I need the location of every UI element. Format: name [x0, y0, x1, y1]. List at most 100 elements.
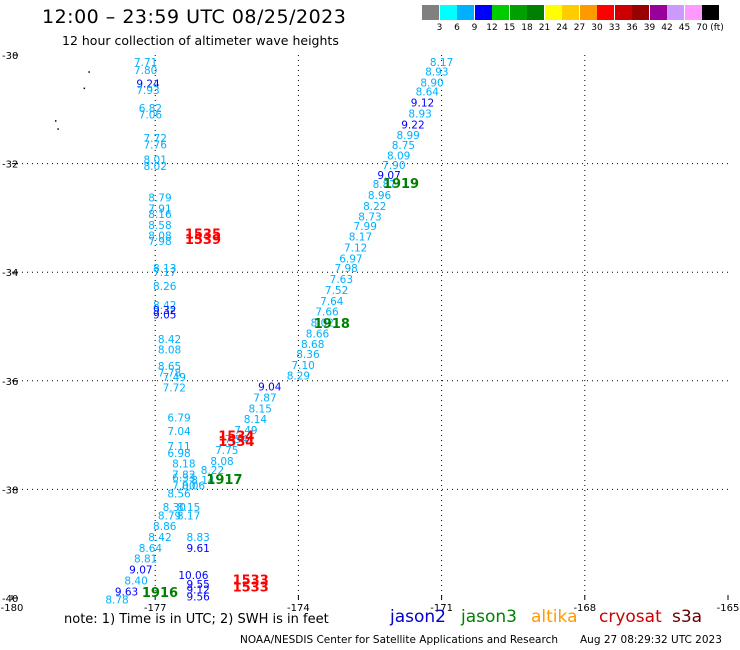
colorbar-label: 45	[678, 23, 691, 33]
wave-height-label: 8.08	[158, 345, 181, 357]
land-dot	[57, 128, 59, 130]
colorbar-cell	[597, 5, 614, 20]
wave-height-label: 6.97	[339, 253, 362, 265]
wave-height-label: 8.02	[311, 318, 334, 330]
wave-height-label: 6.98	[167, 448, 190, 460]
wave-height-label: 7.78	[158, 367, 181, 379]
colorbar-cell	[667, 5, 684, 20]
wave-height-label: 7.90	[382, 160, 405, 172]
wave-height-label: 8.42	[148, 532, 171, 544]
wave-height-label: 8.99	[396, 130, 419, 142]
wave-height-label: 7.04	[167, 426, 191, 438]
track-time-label: 1539	[185, 233, 221, 248]
x-tick-label: -168	[573, 603, 596, 614]
wave-height-label: 6.82	[139, 103, 162, 115]
colorbar-label: 36	[626, 23, 638, 33]
wave-height-label: 9.56	[186, 592, 210, 604]
colorbar-cell	[457, 5, 474, 20]
wave-height-label: 7.93	[136, 85, 159, 97]
land-dot	[54, 120, 57, 122]
colorbar-label: 9	[471, 23, 478, 33]
wave-height-label: 8.14	[244, 414, 268, 426]
wave-height-label: 9.22	[401, 119, 424, 131]
colorbar-cell	[632, 5, 649, 20]
wave-height-label: 8.17	[177, 510, 200, 522]
wave-height-label: 8.08	[210, 456, 233, 468]
colorbar-cell	[492, 5, 509, 20]
wave-height-label: 7.49	[234, 425, 257, 437]
satellite-legend-jason2: jason2	[390, 607, 446, 627]
colorbar-label: 39	[643, 23, 656, 33]
wave-height-label: 7.99	[354, 221, 377, 233]
x-tick-label: -180	[1, 603, 24, 614]
wave-height-label: 8.42	[153, 300, 176, 312]
wave-height-label: 8.73	[358, 212, 381, 224]
x-tick-label: -177	[144, 603, 167, 614]
wave-height-label: 8.15	[177, 502, 200, 514]
wave-height-label: 8.36	[296, 349, 320, 361]
wave-height-label: 8.96	[368, 190, 392, 202]
colorbar-cell	[562, 5, 579, 20]
wave-height-label: 8.42	[158, 334, 181, 346]
wave-height-label: 7.17	[153, 267, 176, 279]
wave-height-label: 7.82	[172, 470, 195, 482]
wave-height-label: 9.32	[153, 305, 176, 317]
wave-height-label: 7.64	[320, 296, 344, 308]
wave-height-label: 8.65	[158, 361, 181, 373]
page-title: 12:00 – 23:59 UTC 08/25/2023	[42, 6, 347, 28]
wave-height-label: 8.56	[167, 489, 191, 501]
wave-height-label: 8.83	[186, 532, 209, 544]
wave-height-label: 8.58	[148, 220, 171, 232]
y-tick-label: -36	[2, 377, 18, 388]
colorbar-label: 3	[436, 23, 443, 33]
wave-height-label: 6.33	[172, 472, 195, 484]
colorbar-cell	[544, 5, 562, 20]
satellite-legend-altika: altika	[531, 607, 578, 627]
wave-height-label: 9.24	[136, 79, 160, 91]
wave-height-label: 7.52	[325, 285, 348, 297]
wave-height-label: 8.79	[158, 510, 181, 522]
colorbar-label: 30	[591, 23, 603, 33]
y-tick-label: -38	[2, 485, 18, 496]
wave-height-label: 8.93	[425, 67, 448, 79]
land-dot	[83, 87, 86, 90]
satellite-legend-cryosat: cryosat	[599, 607, 662, 627]
colorbar-label: 18	[521, 23, 533, 33]
colorbar-cell	[579, 5, 597, 20]
track-time-label: 1534	[218, 435, 254, 450]
wave-height-label: 8.64	[139, 543, 163, 555]
satellite-legend-jason3: jason3	[461, 607, 517, 627]
wave-height-label: 7.10	[291, 360, 314, 372]
colorbar-label: 33	[608, 23, 621, 33]
x-tick-label: -174	[287, 603, 310, 614]
land-dot	[88, 71, 90, 73]
credit-text: NOAA/NESDIS Center for Satellite Applica…	[240, 634, 558, 646]
wave-height-label: 8.75	[392, 140, 415, 152]
colorbar-label: 42	[661, 23, 673, 33]
wave-height-label: 8.93	[408, 108, 431, 120]
wave-height-label: 7.54	[225, 434, 249, 446]
wave-height-label: 7.00	[172, 480, 195, 492]
wave-height-label: 8.22	[201, 465, 224, 477]
wave-height-label: 8.02	[144, 161, 167, 173]
satellite-legend-s3a: s3a	[672, 607, 703, 627]
wave-height-label: 9.04	[258, 382, 282, 394]
wave-height-label: 8.81	[134, 554, 157, 566]
wave-height-label: 7.11	[167, 441, 190, 453]
colorbar-label: 12	[486, 23, 498, 33]
track-time-label: 1533	[233, 580, 269, 595]
wave-height-label: 8.14	[191, 475, 215, 487]
wave-height-label: 8.26	[153, 281, 177, 293]
y-tick-label: -34	[2, 268, 18, 279]
x-tick-label: -165	[717, 603, 740, 614]
wave-height-label: 9.12	[186, 585, 209, 597]
colorbar-cell	[614, 5, 632, 20]
colorbar-cell	[527, 5, 544, 20]
x-tick-label: -171	[430, 603, 453, 614]
wave-height-label: 10.06	[178, 570, 208, 582]
wave-height-label: 8.15	[249, 403, 272, 415]
wave-height-label: 8.86	[153, 521, 177, 533]
wave-height-label: 9.05	[153, 309, 176, 321]
wave-height-label: 8.30	[163, 502, 186, 514]
wave-height-label: 8.22	[363, 201, 386, 213]
